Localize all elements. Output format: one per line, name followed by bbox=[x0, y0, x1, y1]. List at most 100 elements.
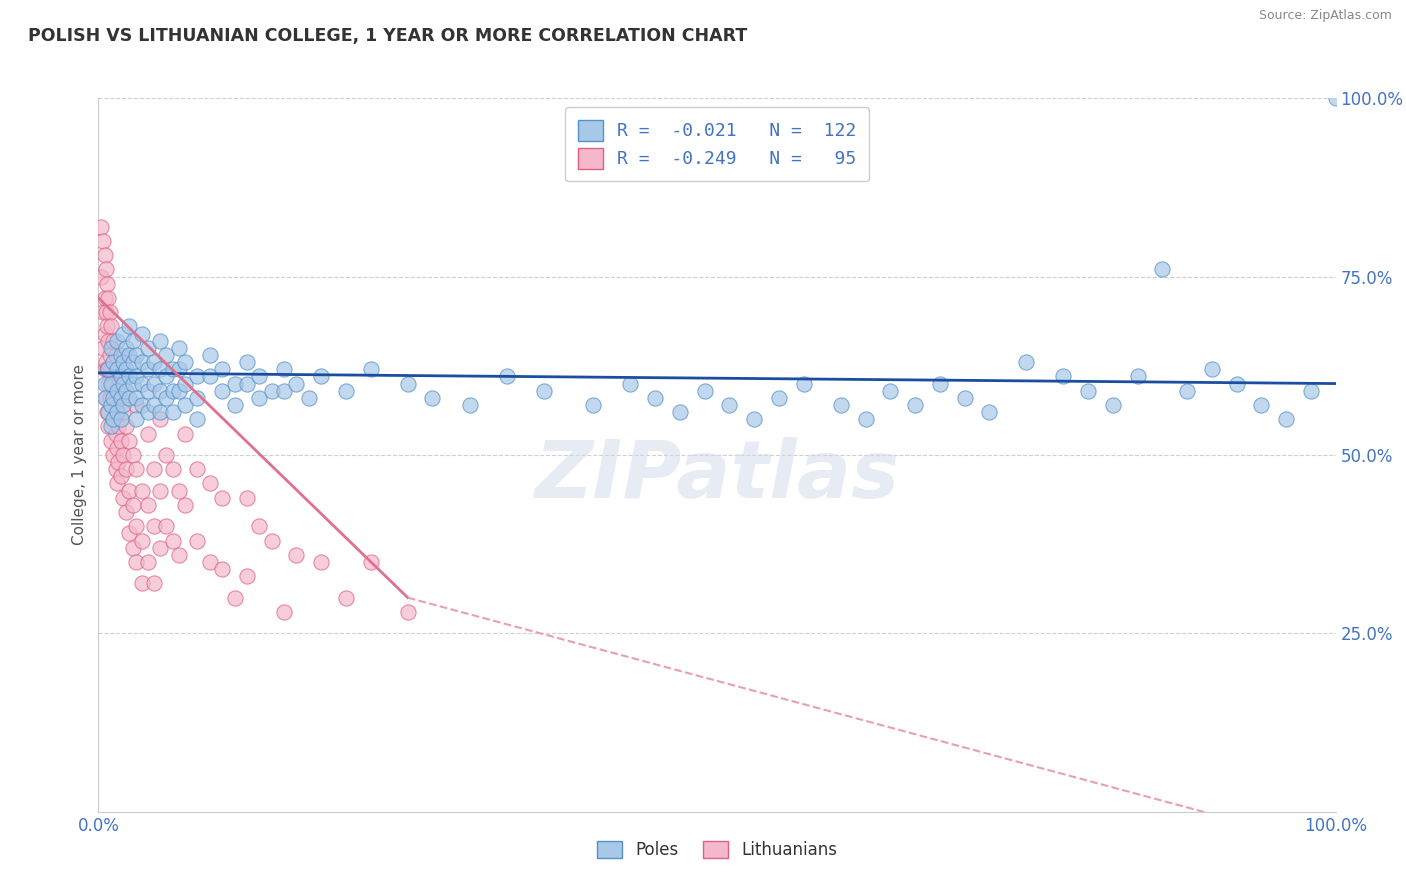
Point bbox=[131, 483, 153, 498]
Point bbox=[136, 405, 159, 419]
Point bbox=[162, 384, 184, 398]
Point bbox=[143, 355, 166, 369]
Point bbox=[247, 391, 270, 405]
Point bbox=[211, 362, 233, 376]
Point bbox=[124, 462, 146, 476]
Point bbox=[94, 355, 117, 369]
Point bbox=[236, 491, 259, 505]
Point bbox=[335, 591, 357, 605]
Point bbox=[309, 369, 332, 384]
Point bbox=[90, 269, 112, 284]
Point bbox=[104, 462, 127, 476]
Point bbox=[273, 362, 295, 376]
Point bbox=[162, 462, 184, 476]
Point bbox=[110, 391, 132, 405]
Point bbox=[131, 576, 153, 591]
Point bbox=[93, 305, 115, 319]
Point bbox=[110, 469, 132, 483]
Point bbox=[104, 391, 127, 405]
Point bbox=[260, 533, 283, 548]
Point bbox=[136, 341, 159, 355]
Point bbox=[93, 291, 115, 305]
Point bbox=[131, 355, 153, 369]
Point bbox=[105, 405, 128, 419]
Point bbox=[114, 384, 136, 398]
Point bbox=[110, 348, 132, 362]
Point bbox=[422, 391, 444, 405]
Point bbox=[122, 541, 145, 555]
Point bbox=[718, 398, 741, 412]
Point bbox=[118, 483, 141, 498]
Point bbox=[98, 391, 121, 405]
Point bbox=[155, 448, 177, 462]
Point bbox=[793, 376, 815, 391]
Point bbox=[112, 398, 135, 412]
Point bbox=[149, 412, 172, 426]
Point bbox=[458, 398, 481, 412]
Point bbox=[198, 476, 221, 491]
Point bbox=[198, 555, 221, 569]
Point bbox=[1275, 412, 1298, 426]
Point bbox=[97, 405, 120, 419]
Point bbox=[149, 362, 172, 376]
Point bbox=[149, 334, 172, 348]
Point bbox=[155, 519, 177, 533]
Point bbox=[93, 362, 115, 376]
Point bbox=[285, 376, 308, 391]
Point bbox=[143, 519, 166, 533]
Point bbox=[131, 533, 153, 548]
Point bbox=[186, 533, 208, 548]
Point bbox=[136, 426, 159, 441]
Point bbox=[136, 362, 159, 376]
Point bbox=[96, 362, 118, 376]
Point bbox=[124, 412, 146, 426]
Point bbox=[124, 555, 146, 569]
Point bbox=[693, 384, 716, 398]
Point bbox=[396, 605, 419, 619]
Point bbox=[533, 384, 555, 398]
Point bbox=[236, 355, 259, 369]
Point bbox=[1201, 362, 1223, 376]
Point bbox=[149, 384, 172, 398]
Point bbox=[1324, 91, 1347, 105]
Point bbox=[1152, 262, 1174, 277]
Point bbox=[93, 376, 115, 391]
Text: ZIPatlas: ZIPatlas bbox=[534, 437, 900, 516]
Point bbox=[94, 391, 117, 405]
Point bbox=[174, 426, 197, 441]
Point bbox=[953, 391, 976, 405]
Point bbox=[211, 384, 233, 398]
Point bbox=[155, 391, 177, 405]
Point bbox=[118, 369, 141, 384]
Point bbox=[107, 376, 129, 391]
Point bbox=[110, 391, 132, 405]
Point bbox=[1175, 384, 1198, 398]
Point bbox=[93, 234, 115, 248]
Point bbox=[114, 341, 136, 355]
Point bbox=[118, 526, 141, 541]
Point bbox=[122, 334, 145, 348]
Point bbox=[1299, 384, 1322, 398]
Point bbox=[96, 277, 118, 291]
Point bbox=[97, 334, 120, 348]
Point bbox=[149, 541, 172, 555]
Point bbox=[298, 391, 321, 405]
Point bbox=[122, 498, 145, 512]
Point bbox=[122, 448, 145, 462]
Point bbox=[122, 355, 145, 369]
Point bbox=[90, 219, 112, 234]
Point bbox=[1015, 355, 1038, 369]
Point bbox=[105, 362, 128, 376]
Point bbox=[98, 305, 121, 319]
Point bbox=[97, 362, 120, 376]
Point bbox=[167, 362, 190, 376]
Point bbox=[100, 398, 122, 412]
Point bbox=[112, 326, 135, 341]
Point bbox=[103, 448, 125, 462]
Point bbox=[495, 369, 517, 384]
Point bbox=[124, 348, 146, 362]
Point bbox=[143, 576, 166, 591]
Point bbox=[100, 362, 122, 376]
Point bbox=[167, 548, 190, 562]
Point bbox=[174, 398, 197, 412]
